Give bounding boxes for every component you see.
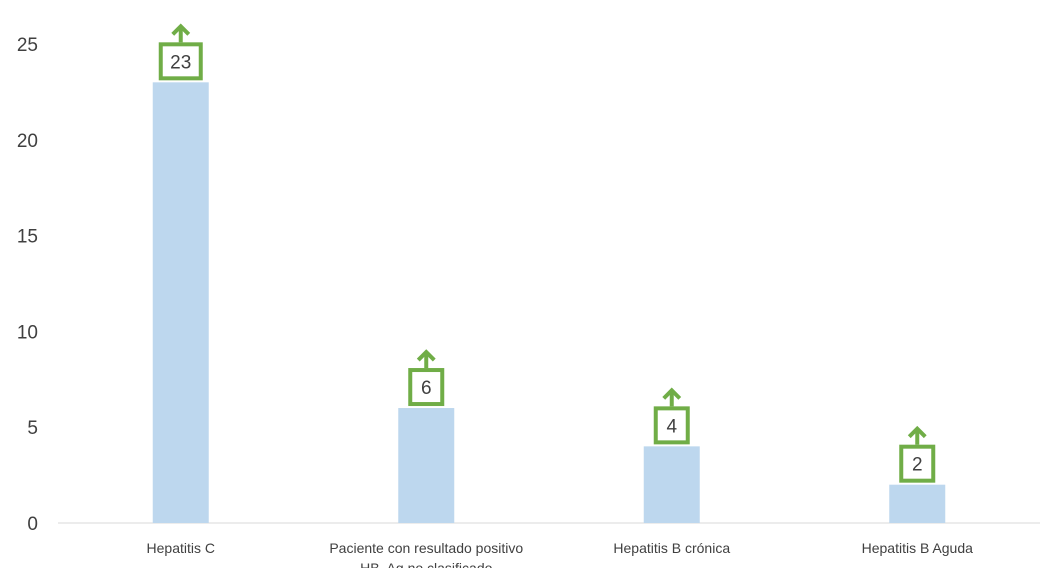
bar: [643, 446, 700, 523]
data-label: 6: [421, 378, 432, 399]
y-tick-label: 15: [17, 227, 38, 248]
callout-arrow-head: [416, 349, 436, 362]
data-label-callouts: 23 6 4 2: [158, 23, 936, 483]
y-axis-labels: 0 5 10 15 20 25: [17, 35, 38, 535]
bar: [152, 82, 209, 523]
data-label-callout: 6: [408, 349, 445, 407]
callout-arrow-head: [907, 425, 927, 439]
callout-box: [408, 368, 445, 407]
data-label-callout: 23: [158, 23, 203, 81]
bar: [398, 408, 455, 523]
y-tick-label: 25: [17, 35, 38, 56]
bars: [152, 82, 946, 523]
data-label: 2: [912, 455, 923, 476]
callout-arrow-head: [171, 23, 191, 36]
callout-box: [653, 406, 690, 445]
x-tick-label: Hepatitis B Aguda: [862, 540, 974, 556]
y-tick-label: 10: [17, 322, 38, 343]
x-axis-labels: Hepatitis C Paciente con resultado positi…: [147, 540, 974, 573]
x-tick-label: Paciente con resultado positivo HB. Ag no…: [329, 540, 523, 568]
y-tick-label: 5: [27, 418, 38, 439]
callout-box: [899, 444, 936, 483]
bar: [889, 484, 946, 523]
x-tick-label: Hepatitis C: [147, 540, 215, 556]
x-tick-label: Hepatitis B crónica: [613, 540, 730, 556]
data-label: 23: [170, 52, 191, 73]
callout-arrow-head: [662, 387, 682, 400]
data-label-callout: 2: [899, 425, 936, 483]
y-tick-label: 0: [27, 514, 38, 535]
data-label-callout: 4: [653, 387, 690, 445]
data-label: 4: [666, 416, 677, 437]
y-tick-label: 20: [17, 131, 38, 152]
callout-box: [158, 42, 203, 81]
